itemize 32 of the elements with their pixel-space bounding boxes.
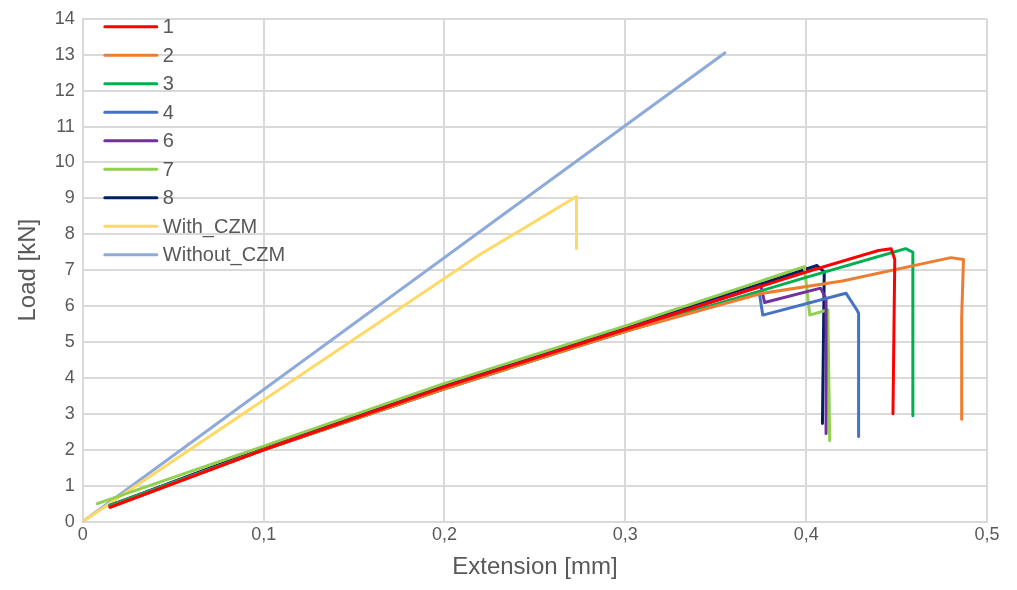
x-tick-label: 0,5 — [974, 524, 1000, 545]
y-tick-label: 11 — [56, 115, 75, 136]
y-tick-label: 14 — [54, 7, 75, 28]
legend-label: 6 — [162, 129, 174, 152]
x-axis-title: Extension [mm] — [452, 552, 618, 580]
legend-label: Without_CZM — [162, 243, 286, 267]
y-tick-label: 10 — [54, 151, 75, 172]
legend-label: 4 — [162, 100, 174, 123]
y-tick-label: 6 — [64, 295, 75, 316]
y-tick-label: 1 — [64, 474, 75, 495]
y-tick-label: 9 — [64, 187, 75, 208]
legend-label: 1 — [162, 15, 174, 38]
x-tick-label: 0,3 — [612, 524, 638, 545]
x-tick-label: 0,2 — [431, 524, 458, 545]
y-tick-label: 5 — [64, 331, 75, 351]
legend-label: 3 — [162, 72, 174, 95]
y-tick-label: 12 — [54, 79, 75, 100]
legend-label: 7 — [162, 157, 174, 180]
legend-label: 8 — [162, 186, 174, 209]
y-axis-title: Load [kN] — [13, 218, 41, 322]
y-tick-label: 8 — [64, 223, 75, 244]
y-tick-label: 13 — [54, 43, 75, 64]
legend-label: With_CZM — [162, 214, 258, 238]
y-tick-label: 7 — [64, 259, 75, 280]
y-tick-label: 2 — [64, 438, 75, 459]
y-tick-label: 4 — [64, 366, 75, 387]
legend-label: 2 — [162, 43, 174, 66]
x-tick-label: 0 — [77, 524, 88, 545]
x-tick-label: 0,1 — [251, 524, 277, 545]
x-tick-label: 0,4 — [793, 524, 819, 545]
y-tick-label: 3 — [64, 402, 75, 423]
y-tick-label: 0 — [64, 510, 75, 531]
